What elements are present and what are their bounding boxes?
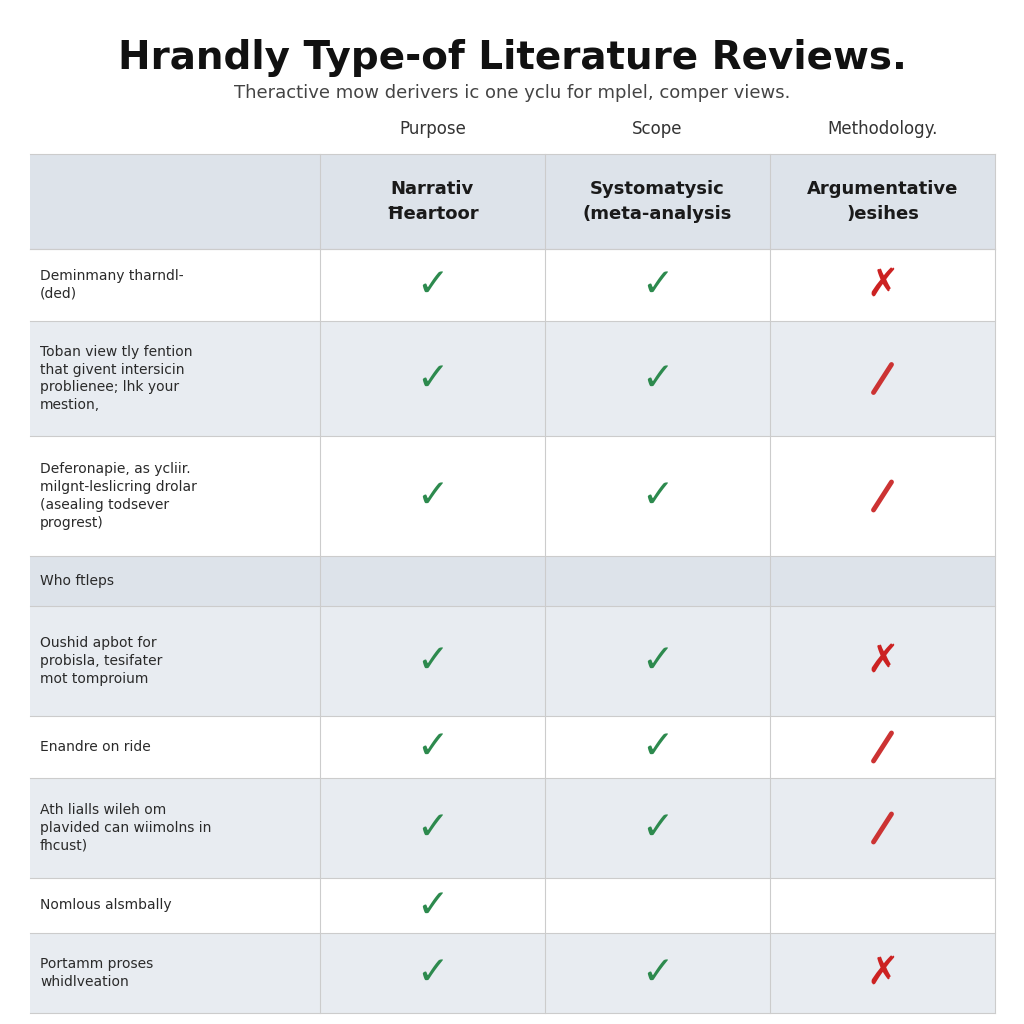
Text: ✓: ✓ [416, 954, 449, 992]
Text: ✓: ✓ [416, 887, 449, 925]
Text: Portamm proses
whidlveation: Portamm proses whidlveation [40, 957, 154, 989]
Text: Theractive mow derivers ic one yclu for mplel, comper views.: Theractive mow derivers ic one yclu for … [233, 84, 791, 102]
Text: ✓: ✓ [416, 809, 449, 847]
Text: ✓: ✓ [641, 266, 674, 304]
Text: ✓: ✓ [641, 809, 674, 847]
Text: Nomlous alsmbally: Nomlous alsmbally [40, 898, 172, 912]
Text: Enandre on ride: Enandre on ride [40, 740, 151, 754]
Text: Argumentative
)esihes: Argumentative )esihes [807, 180, 958, 223]
Text: ✗: ✗ [866, 954, 899, 992]
Text: Scope: Scope [632, 120, 683, 138]
Text: Deminmany tharndl-
(ded): Deminmany tharndl- (ded) [40, 269, 183, 301]
Text: Oushid apbot for
probisla, tesifater
mot tomproium: Oushid apbot for probisla, tesifater mot… [40, 636, 163, 686]
Text: Purpose: Purpose [399, 120, 466, 138]
Text: Narrativ
Ħeartoor: Narrativ Ħeartoor [386, 180, 479, 223]
Text: ✓: ✓ [641, 359, 674, 397]
Text: ✓: ✓ [416, 728, 449, 766]
Bar [30, 933, 995, 1013]
Text: Toban view tly fention
that givent intersicin
problienee; lhk your
mestion,: Toban view tly fention that givent inter… [40, 345, 193, 413]
Text: Methodology.: Methodology. [827, 120, 938, 138]
Bar [30, 249, 995, 321]
Text: Ath lialls wileh om
plavided can wiimolns in
fhcust): Ath lialls wileh om plavided can wiimoln… [40, 803, 211, 853]
Text: Who ftleps: Who ftleps [40, 574, 114, 588]
Bar [30, 878, 995, 933]
Bar [30, 436, 995, 556]
Text: Deferonapie, as ycliir.
milgnt-leslicring drolar
(asealing todsever
progrest): Deferonapie, as ycliir. milgnt-leslicrin… [40, 462, 197, 529]
Bar [30, 556, 995, 606]
Bar [30, 716, 995, 778]
Text: ✓: ✓ [416, 266, 449, 304]
Text: Hrandly Type-of Literature Reviews.: Hrandly Type-of Literature Reviews. [118, 39, 906, 77]
Text: ✓: ✓ [416, 359, 449, 397]
Bar [30, 778, 995, 878]
Bar [30, 321, 995, 436]
Text: ✓: ✓ [641, 728, 674, 766]
Text: ✓: ✓ [641, 642, 674, 680]
Text: ✗: ✗ [866, 266, 899, 304]
Text: ✓: ✓ [416, 477, 449, 515]
Bar [30, 606, 995, 716]
Text: ✓: ✓ [641, 477, 674, 515]
Text: ✓: ✓ [641, 954, 674, 992]
Text: ✗: ✗ [866, 642, 899, 680]
Bar [30, 154, 995, 249]
Text: ✓: ✓ [416, 642, 449, 680]
Text: Systomatysic
(meta-analysis: Systomatysic (meta-analysis [583, 180, 732, 223]
